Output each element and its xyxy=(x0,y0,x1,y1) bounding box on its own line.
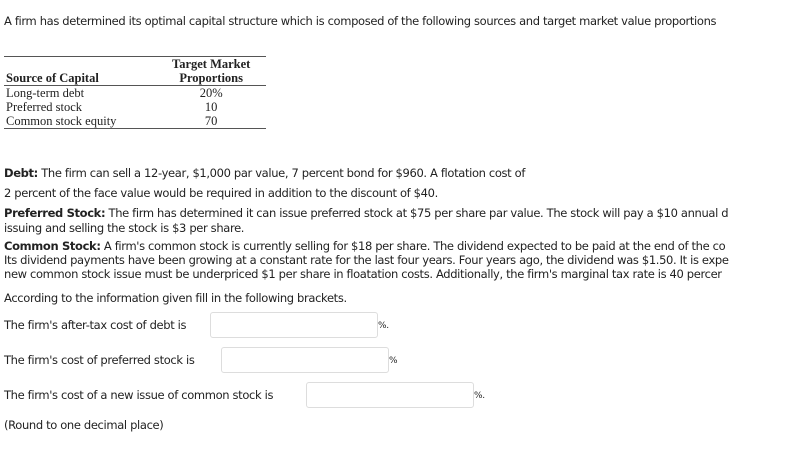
question-debt-label: The firm's after-tax cost of debt is xyxy=(4,318,187,332)
cost-of-preferred-stock-input[interactable] xyxy=(221,347,389,373)
header-source: Source of Capital xyxy=(6,71,99,85)
table-header-row: Source of Capital Target Market Proportio… xyxy=(4,56,266,86)
common-percent-suffix: %. xyxy=(474,391,485,401)
common-label: Common Stock: xyxy=(4,239,101,253)
debt-line2: 2 percent of the face value would be req… xyxy=(4,186,438,200)
question-common-label: The firm's cost of a new issue of common… xyxy=(4,388,274,402)
rounding-note: (Round to one decimal place) xyxy=(4,418,164,432)
preferred-line2: issuing and selling the stock is $3 per … xyxy=(4,221,245,235)
preferred-label: Preferred Stock: xyxy=(4,206,106,220)
cell-proportion: 20% xyxy=(199,86,223,100)
instruction-text: According to the information given fill … xyxy=(4,291,347,305)
cost-of-common-stock-input[interactable] xyxy=(306,382,474,408)
debt-percent-suffix: %. xyxy=(378,321,389,331)
common-line3: new common stock issue must be underpric… xyxy=(4,267,722,281)
debt-label: Debt: xyxy=(4,166,38,180)
preferred-percent-suffix: % xyxy=(389,356,398,366)
capital-structure-table: Source of Capital Target Market Proportio… xyxy=(4,56,266,129)
cell-proportion: 10 xyxy=(204,100,218,114)
preferred-text: The firm has determined it can issue pre… xyxy=(105,206,729,220)
common-text: A firm's common stock is currently selli… xyxy=(100,239,726,253)
common-line2: Its dividend payments have been growing … xyxy=(4,253,729,267)
header-line2: Proportions xyxy=(179,71,243,85)
after-tax-cost-of-debt-input[interactable] xyxy=(210,312,378,338)
debt-text: The firm can sell a 12-year, $1,000 par … xyxy=(37,166,526,180)
cell-source: Preferred stock xyxy=(6,100,83,114)
cell-source: Long-term debt xyxy=(6,86,85,100)
preferred-line1: Preferred Stock: The firm has determined… xyxy=(4,206,729,220)
table-row: Preferred stock 10 xyxy=(4,100,266,114)
common-line1: Common Stock: A firm's common stock is c… xyxy=(4,239,726,253)
debt-line1: Debt: The firm can sell a 12-year, $1,00… xyxy=(4,166,525,180)
intro-text: A firm has determined its optimal capita… xyxy=(4,14,717,28)
cell-source: Common stock equity xyxy=(6,114,117,128)
header-proportions: Target Market Proportions xyxy=(156,57,266,86)
cell-proportion: 70 xyxy=(204,114,218,128)
table-row: Long-term debt 20% xyxy=(4,86,266,101)
question-preferred-label: The firm's cost of preferred stock is xyxy=(4,353,195,367)
table-row: Common stock equity 70 xyxy=(4,114,266,129)
header-line1: Target Market xyxy=(172,57,251,71)
